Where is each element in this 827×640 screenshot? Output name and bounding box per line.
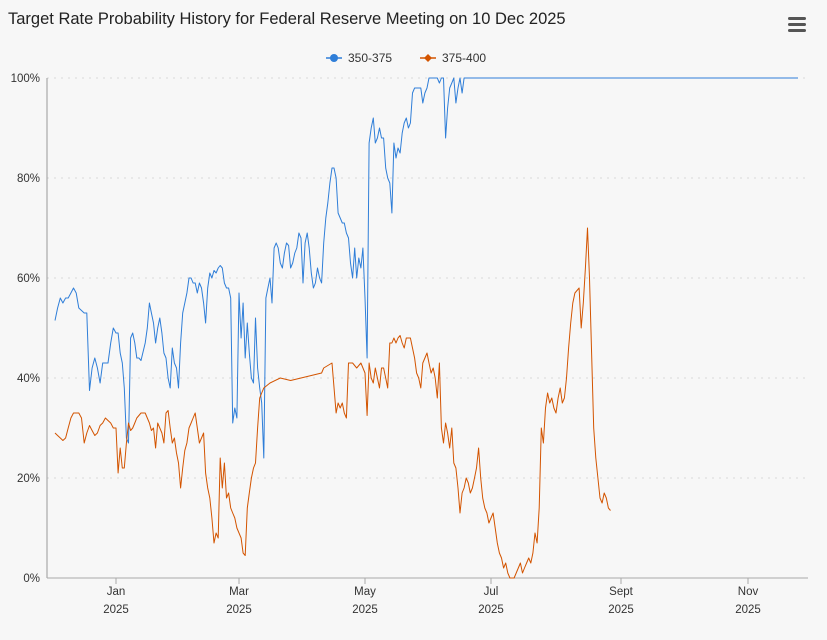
x-tick-label-month: Sept (609, 586, 633, 598)
legend-label[interactable]: 350-375 (348, 51, 392, 65)
y-tick-label: 80% (17, 173, 40, 185)
x-tick-label-month: Nov (738, 586, 759, 598)
y-axis: 0% 20% 40% 60% 80% 100% (11, 73, 48, 585)
x-tick-label-year: 2025 (103, 604, 129, 616)
y-tick-label: 60% (17, 273, 40, 285)
legend-diamond-icon[interactable] (424, 54, 432, 62)
hamburger-menu-icon[interactable] (786, 14, 808, 34)
x-tick-label-year: 2025 (608, 604, 634, 616)
y-tick-label: 0% (23, 573, 40, 585)
x-axis: Jan 2025 Mar 2025 May 2025 Jul 2025 Sept 2025 Nov 2… (47, 577, 808, 616)
plot-area (54, 77, 798, 579)
y-tick-label: 20% (17, 473, 40, 485)
legend: 350-375 375-400 (326, 51, 486, 65)
y-tick-label: 100% (11, 73, 40, 85)
series-line-375-400[interactable] (54, 227, 611, 579)
x-tick-label-month: Jan (107, 586, 126, 598)
x-tick-label-month: Jul (484, 586, 499, 598)
y-tick-label: 40% (17, 373, 40, 385)
x-tick-label-year: 2025 (735, 604, 761, 616)
x-tick-label-year: 2025 (226, 604, 252, 616)
x-tick-label-month: May (354, 586, 376, 598)
series-line-350-375[interactable] (54, 77, 798, 459)
gridlines (47, 77, 808, 479)
chart-title: Target Rate Probability History for Fede… (8, 10, 566, 28)
x-tick-label-year: 2025 (352, 604, 378, 616)
legend-label[interactable]: 375-400 (442, 51, 486, 65)
x-tick-label-month: Mar (229, 586, 249, 598)
legend-circle-icon[interactable] (330, 54, 338, 62)
x-tick-label-year: 2025 (478, 604, 504, 616)
